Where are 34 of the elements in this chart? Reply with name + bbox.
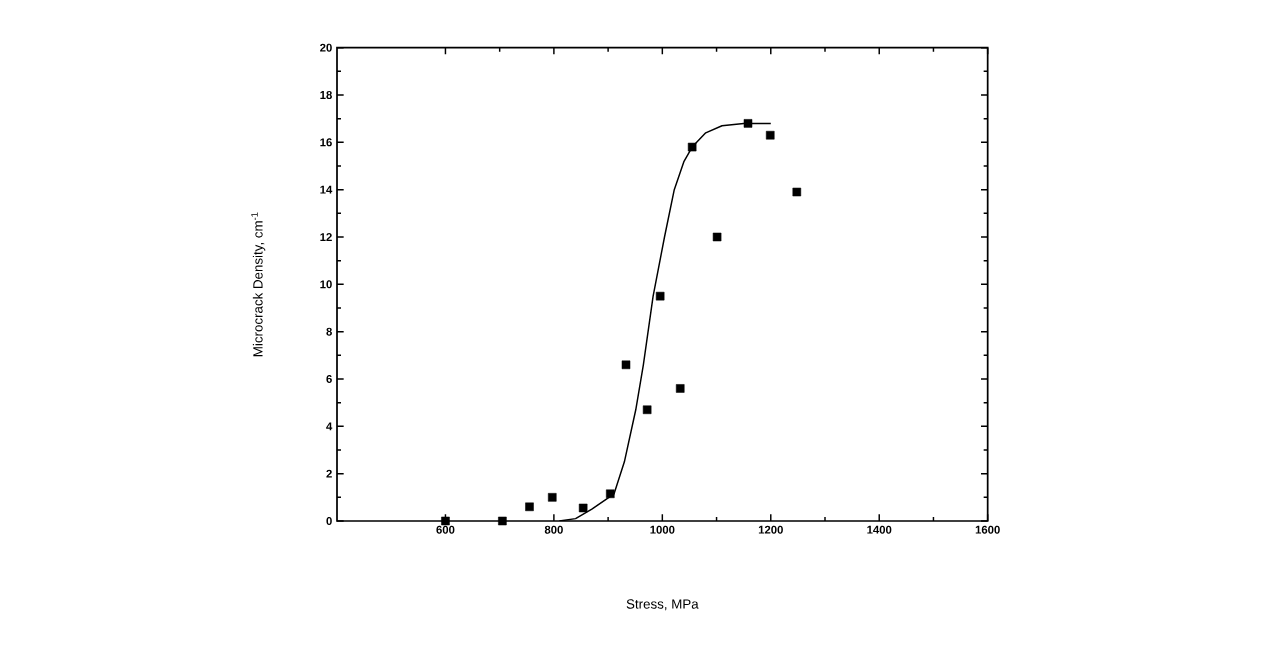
x-tick-label: 800 bbox=[544, 525, 563, 534]
x-axis-title: Stress, MPa bbox=[626, 599, 699, 611]
x-tick-label: 1200 bbox=[758, 525, 783, 534]
y-tick-label: 20 bbox=[320, 43, 332, 52]
point bbox=[743, 119, 753, 128]
point bbox=[675, 384, 685, 393]
x-tick-label: 1000 bbox=[650, 525, 675, 534]
y-tick-label: 8 bbox=[326, 327, 332, 336]
x-tick-label: 1400 bbox=[867, 525, 892, 534]
y-tick-label: 16 bbox=[320, 138, 332, 147]
y-tick-label: 4 bbox=[326, 422, 333, 431]
point bbox=[765, 130, 775, 140]
point bbox=[578, 503, 588, 513]
x-tick-label: 1600 bbox=[975, 525, 1000, 534]
y-tick-label: 0 bbox=[326, 517, 332, 525]
y-tick-label: 2 bbox=[326, 469, 332, 478]
point bbox=[712, 232, 722, 242]
y-tick-label: 12 bbox=[320, 233, 332, 241]
point bbox=[655, 291, 665, 301]
y-axis-title: Microcrack Density, cm$^{-1}$ bbox=[251, 212, 266, 357]
point bbox=[548, 493, 557, 502]
y-tick-label: 18 bbox=[320, 90, 332, 99]
x-tick-label: 600 bbox=[436, 525, 455, 534]
y-tick-label: 14 bbox=[320, 185, 333, 194]
point bbox=[606, 489, 615, 499]
point bbox=[441, 516, 450, 526]
point bbox=[525, 502, 534, 512]
point bbox=[687, 142, 697, 152]
point bbox=[642, 405, 652, 415]
point bbox=[498, 516, 507, 526]
y-tick-label: 6 bbox=[326, 375, 332, 383]
y-tick-label: 10 bbox=[320, 280, 332, 289]
point bbox=[621, 360, 631, 370]
point bbox=[792, 187, 802, 197]
